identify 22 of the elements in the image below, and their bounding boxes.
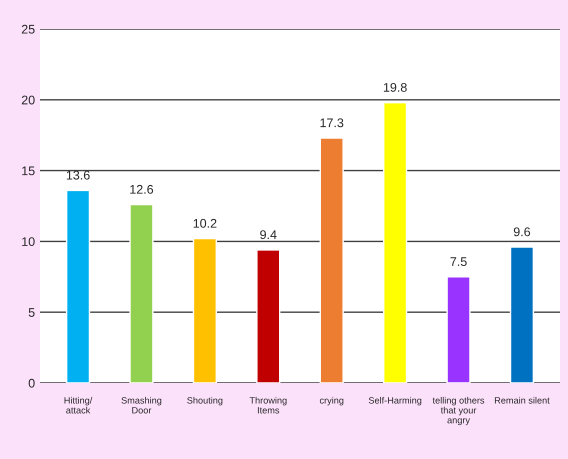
y-tick-label: 20 [22, 96, 35, 104]
x-tick-label: Hitting/ attack [64, 396, 92, 414]
x-tick-label: Shouting [187, 396, 222, 406]
data-label: 13.6 [66, 170, 90, 180]
data-label: 9.6 [514, 227, 530, 236]
x-tick-label: Throwing Items [250, 396, 287, 414]
data-label: 9.4 [260, 230, 277, 240]
y-tick-label: 0 [28, 378, 35, 388]
x-tick-label: telling others that your angry [432, 396, 484, 426]
x-tick-label: Smashing Door [122, 396, 162, 414]
x-tick-label: Remain silent [494, 396, 550, 404]
data-label: 12.6 [130, 184, 154, 194]
y-tick-label: 10 [22, 237, 35, 246]
x-tick-label: Self-Harming [368, 396, 422, 406]
x-tick-label: crying [320, 396, 344, 406]
y-tick-label: 25 [22, 24, 35, 34]
y-tick-label: 15 [22, 166, 35, 176]
data-label: 7.5 [450, 257, 467, 266]
y-tick-label: 5 [28, 308, 35, 317]
data-label: 17.3 [320, 118, 344, 128]
data-label: 10.2 [194, 218, 216, 228]
data-label: 19.8 [384, 82, 407, 92]
